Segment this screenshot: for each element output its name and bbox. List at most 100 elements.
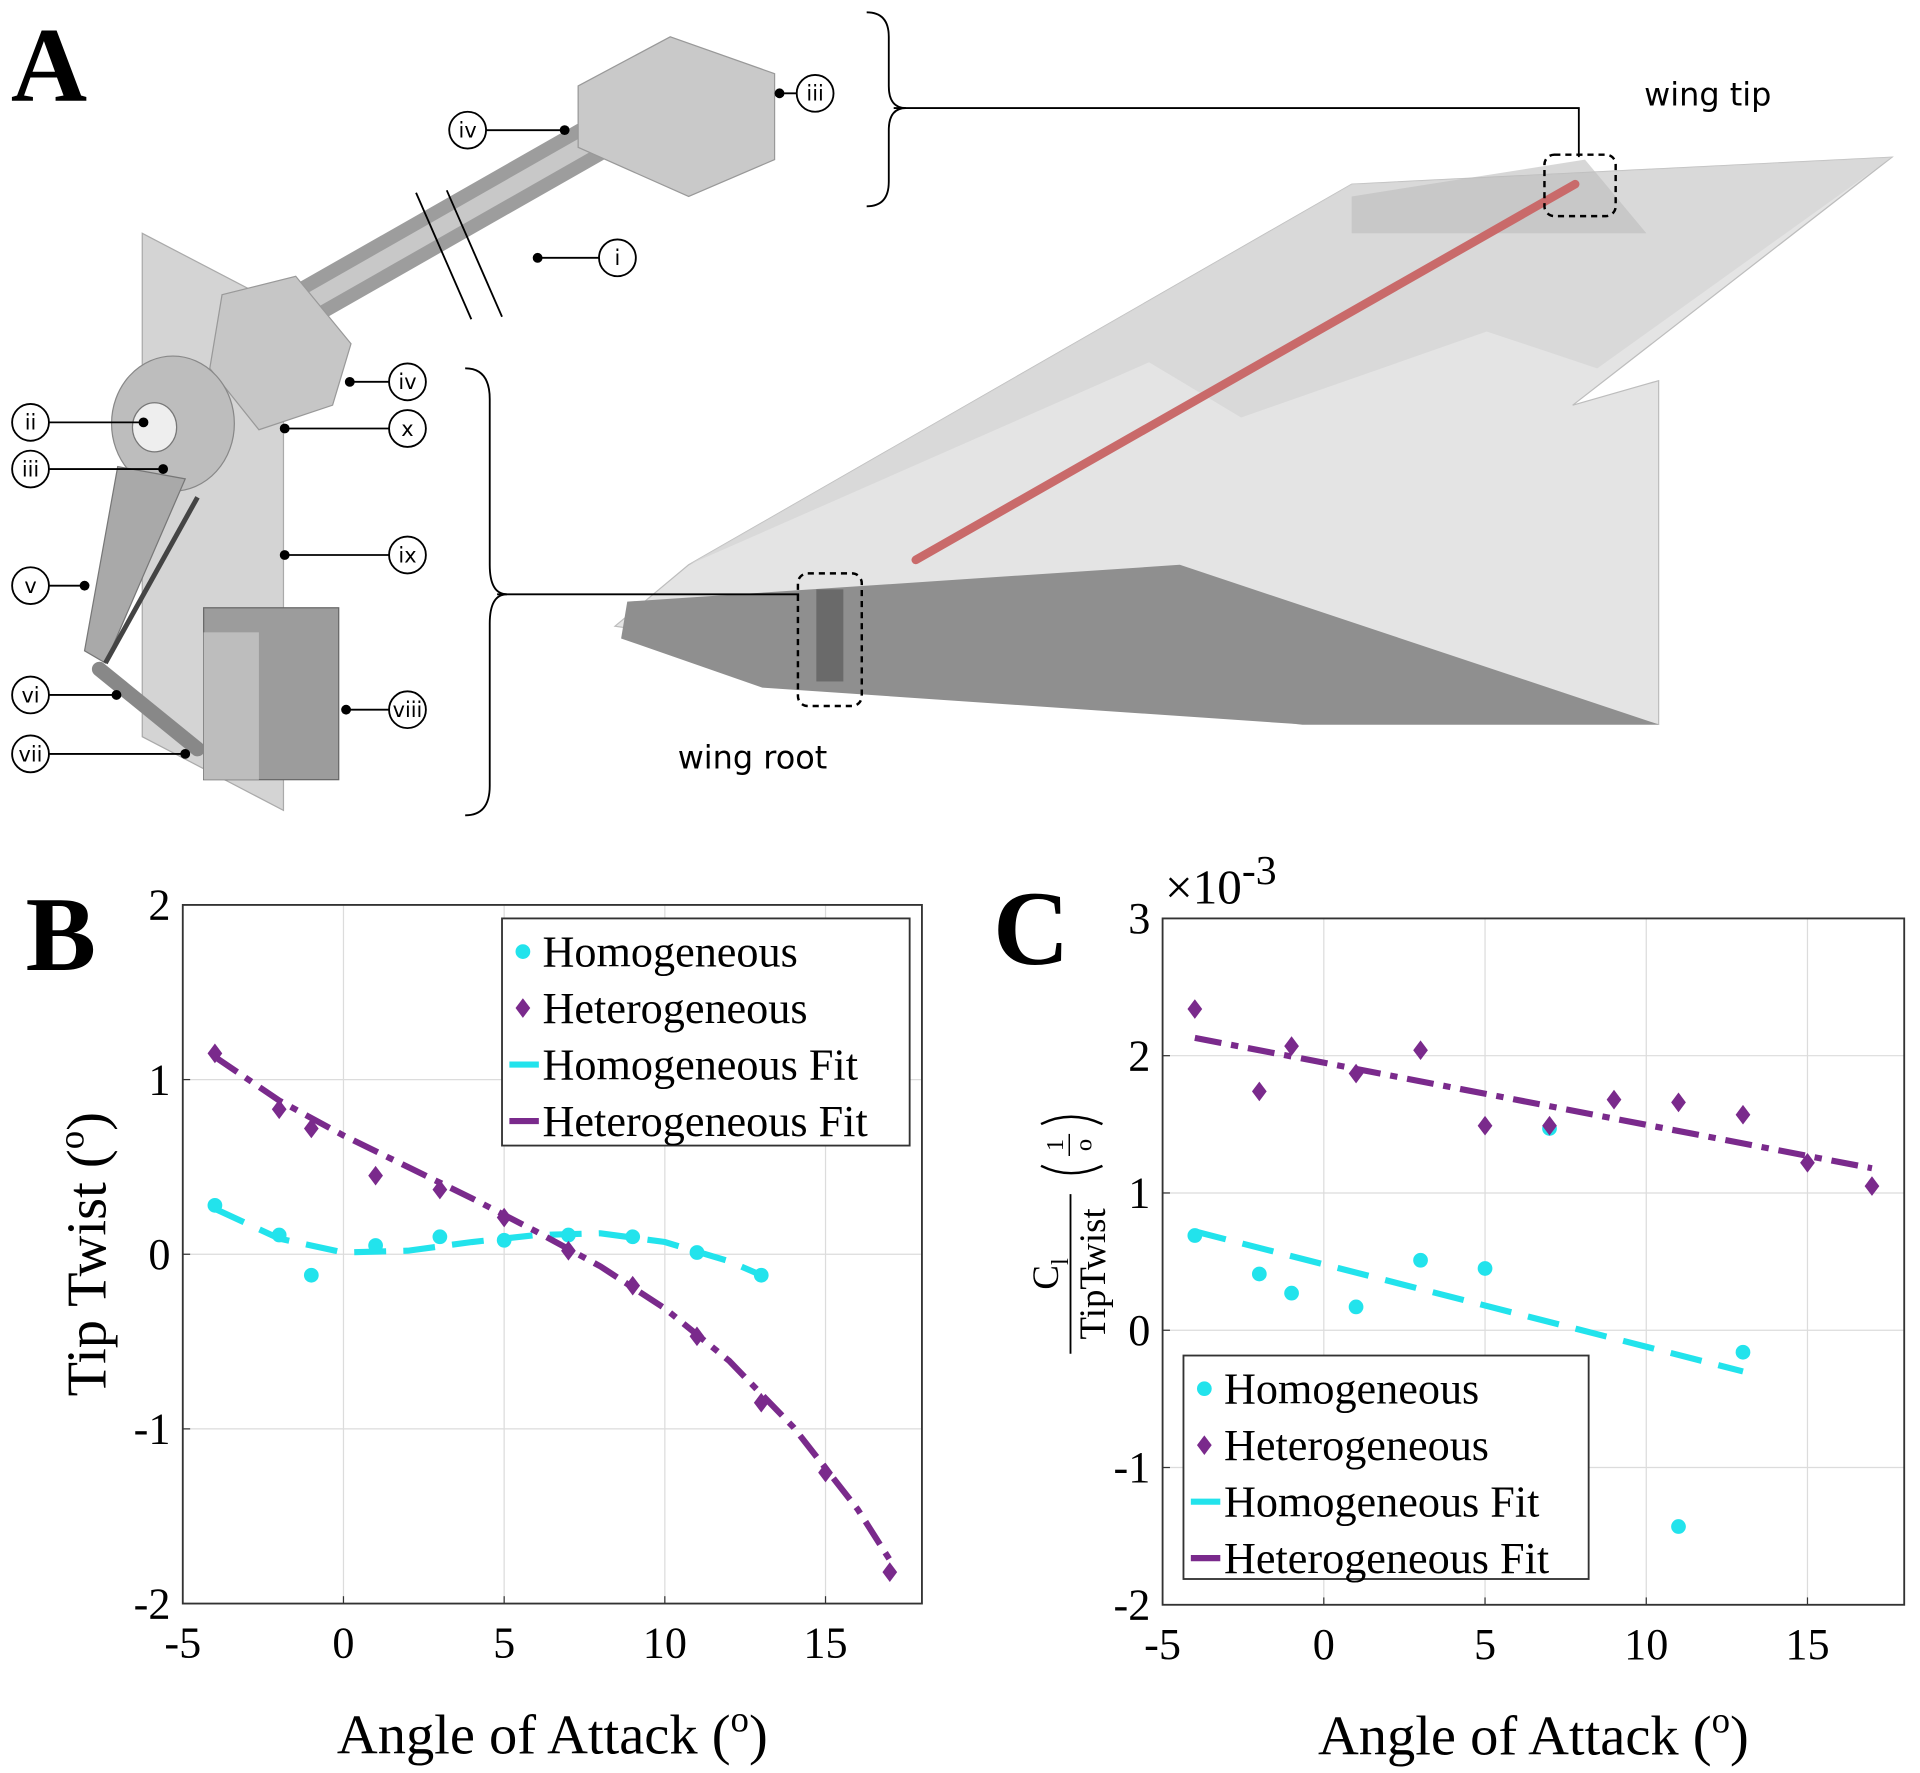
callout-dot xyxy=(279,550,290,560)
callout-circle xyxy=(448,110,487,150)
brace-bottom xyxy=(465,367,507,817)
marker xyxy=(1284,1285,1299,1301)
callout-circle xyxy=(388,535,427,575)
callout-label: ii xyxy=(25,411,37,435)
legend-box xyxy=(501,917,911,1147)
marker xyxy=(625,1229,641,1245)
callout-dot xyxy=(559,125,570,136)
y-axis-label-close: ) xyxy=(56,1112,118,1131)
tip-flange xyxy=(577,36,776,198)
y-tick-label: 0 xyxy=(148,1230,170,1279)
callout-label: v xyxy=(24,574,36,598)
callout-dot xyxy=(180,748,191,759)
marker xyxy=(1413,1040,1428,1061)
x-tick-label: 0 xyxy=(1313,1620,1335,1669)
callout-dot xyxy=(344,376,355,387)
x-axis-label: Angle of Attack (o) xyxy=(337,1698,768,1766)
panel-letter: B xyxy=(26,876,96,993)
tip-leader xyxy=(893,107,1580,158)
callouts: iii iv i iv ii x iii ix v vi viii vii xyxy=(11,73,835,774)
marker xyxy=(1477,1261,1493,1276)
legend-swatch xyxy=(1196,1435,1212,1455)
legend-swatch xyxy=(515,998,531,1018)
y-tick-label: -2 xyxy=(1114,1581,1151,1630)
y-tick-label: 3 xyxy=(1128,894,1150,943)
fit-line xyxy=(213,1054,893,1562)
legend-label: Heterogeneous xyxy=(543,984,808,1033)
marker xyxy=(303,1118,319,1139)
x-tick-label: -5 xyxy=(164,1619,201,1668)
rod-end xyxy=(91,661,205,757)
break-mark xyxy=(415,192,473,320)
callout-dot xyxy=(341,704,351,715)
servo-side xyxy=(203,632,259,780)
callout-dot xyxy=(532,252,543,263)
x-tick-label: 5 xyxy=(1474,1620,1496,1669)
marker xyxy=(1671,1519,1686,1534)
callout-label: iv xyxy=(459,119,477,143)
wing-root-face xyxy=(621,564,1659,725)
legend-label: Homogeneous xyxy=(1224,1364,1479,1413)
brace-top xyxy=(866,11,907,208)
marker xyxy=(1251,1081,1267,1102)
callout-label: ix xyxy=(398,543,416,567)
y-tick-label: -1 xyxy=(134,1405,171,1454)
fit-line xyxy=(213,1206,763,1279)
callout-dot xyxy=(279,423,290,434)
callout-label: iii xyxy=(22,457,39,481)
y-tick-label: 2 xyxy=(1128,1031,1150,1080)
tip-box xyxy=(1543,153,1617,218)
x-tick-label: -5 xyxy=(1144,1620,1181,1669)
x-tick-label: 5 xyxy=(493,1619,515,1668)
callout-circle xyxy=(11,734,50,774)
legend-label: Homogeneous Fit xyxy=(1224,1477,1540,1526)
bearing-hole xyxy=(131,402,178,453)
marker xyxy=(1251,1266,1267,1282)
legend-box xyxy=(1182,1354,1590,1580)
y-label-unit-den: o xyxy=(1070,1139,1097,1151)
marker xyxy=(303,1267,319,1283)
multiplier-exp: -3 xyxy=(1242,848,1277,894)
axis-multiplier: ×10-3 xyxy=(1165,848,1277,915)
x-axis-label-text: Angle of Attack ( xyxy=(337,1704,731,1766)
y-label-sub: l xyxy=(1047,1258,1074,1265)
root-mechanism xyxy=(816,589,844,682)
series-layer xyxy=(1187,999,1880,1534)
legend-label: Homogeneous Fit xyxy=(543,1040,859,1089)
x-axis-label-close: ) xyxy=(749,1704,768,1766)
y-tick-label: 0 xyxy=(1128,1306,1150,1355)
y-label-c: C xyxy=(1025,1265,1066,1290)
panel-letter: A xyxy=(11,7,87,124)
legend-label: Heterogeneous Fit xyxy=(1224,1534,1550,1583)
paren xyxy=(1040,1164,1103,1175)
callout-circle xyxy=(388,362,427,402)
callout-dot xyxy=(138,417,149,428)
y-label-unit-num: 1 xyxy=(1042,1139,1069,1151)
series-layer xyxy=(207,1043,898,1582)
callout-circle xyxy=(11,675,50,715)
marker xyxy=(271,1099,287,1120)
y-axis-label-sup: o xyxy=(50,1131,91,1149)
callout-label: iv xyxy=(398,370,416,394)
x-tick-label: 0 xyxy=(332,1619,354,1668)
callout-circle xyxy=(388,409,427,448)
panel-a-drawing xyxy=(83,11,1894,817)
marker xyxy=(1542,1115,1557,1136)
callout-circle xyxy=(388,690,427,730)
callout-circle xyxy=(11,449,50,489)
charts: -5 0 5 10 15-2-1012HomogeneousHeterogeneousH… xyxy=(26,848,1906,1768)
callout-dot xyxy=(774,88,785,99)
callout-label: x xyxy=(401,417,413,441)
link xyxy=(103,496,200,665)
callout-circle xyxy=(11,403,50,442)
marker xyxy=(1606,1089,1622,1110)
y-tick-label: -1 xyxy=(1114,1443,1151,1492)
marker xyxy=(1477,1115,1493,1136)
y-tick-label: 1 xyxy=(1128,1169,1150,1218)
marker xyxy=(625,1275,641,1296)
marker xyxy=(1671,1092,1686,1113)
callout-circle xyxy=(11,566,50,606)
y-axis-label-text: Tip Twist ( xyxy=(56,1149,118,1396)
